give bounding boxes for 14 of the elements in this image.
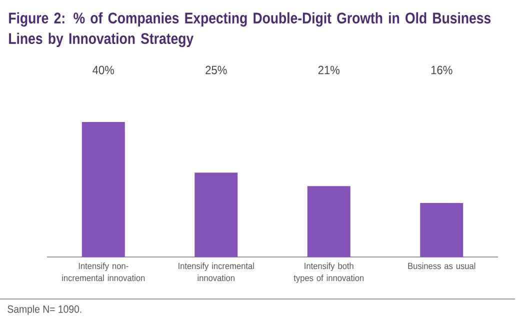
data-label: 16% bbox=[431, 66, 452, 74]
x-tick-label: Intensify incremental innovation bbox=[178, 262, 254, 282]
bar bbox=[420, 203, 464, 258]
bar bbox=[194, 172, 238, 258]
data-label: 25% bbox=[206, 66, 227, 74]
bar bbox=[82, 122, 125, 258]
bar bbox=[307, 186, 350, 258]
x-tick-label: Business as usual bbox=[408, 262, 476, 270]
data-label: 40% bbox=[92, 66, 114, 74]
text: Sample N= 1090. bbox=[8, 305, 82, 315]
x-tick-label: Intensify both types of innovation bbox=[294, 262, 364, 283]
data-label: 21% bbox=[318, 66, 340, 74]
x-tick-label: Intensify non-incremental innovation bbox=[62, 262, 145, 282]
chart-title: Figure 2: % of Companies Expecting Double-Digit Growth in Old Business Lines by Innovation Strategy bbox=[9, 12, 491, 48]
